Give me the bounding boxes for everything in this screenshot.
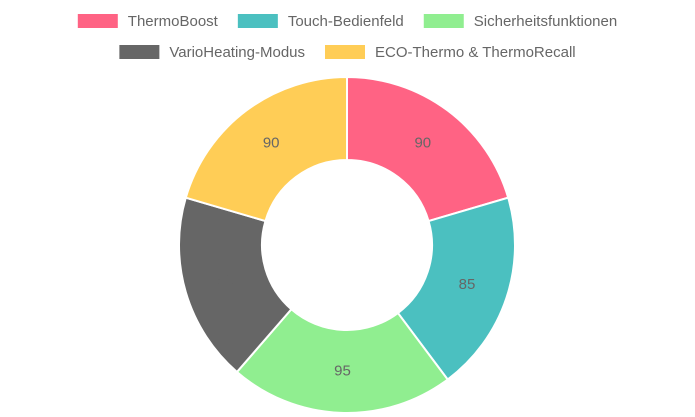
- slice-label: 85: [459, 276, 476, 293]
- legend-item: VarioHeating-Modus: [119, 44, 305, 61]
- legend-swatch: [423, 14, 464, 28]
- slice-label: 90: [414, 135, 431, 152]
- slice: [396, 196, 516, 381]
- legend-swatch: [325, 45, 365, 59]
- legend-item: ThermoBoost: [77, 13, 219, 30]
- legend-item: ECO-Thermo & ThermoRecall: [325, 44, 576, 61]
- legend-label: ThermoBoost: [128, 13, 219, 30]
- slice: [184, 75, 348, 223]
- slice: [346, 75, 510, 223]
- legend-swatch: [77, 14, 118, 28]
- slice: [235, 307, 450, 414]
- legend-label: ECO-Thermo & ThermoRecall: [375, 44, 576, 61]
- legend-swatch: [237, 14, 278, 28]
- slice-label: 90: [263, 135, 280, 152]
- slice: [178, 196, 293, 374]
- legend-item: Touch-Bedienfeld: [237, 13, 404, 30]
- legend-label: Sicherheitsfunktionen: [474, 13, 617, 30]
- legend-label: VarioHeating-Modus: [169, 44, 305, 61]
- legend-label: Touch-Bedienfeld: [288, 13, 404, 30]
- legend-item: Sicherheitsfunktionen: [423, 13, 617, 30]
- slice-label: 95: [334, 362, 351, 379]
- slice-label: 80: [217, 272, 234, 289]
- legend-swatch: [119, 45, 160, 59]
